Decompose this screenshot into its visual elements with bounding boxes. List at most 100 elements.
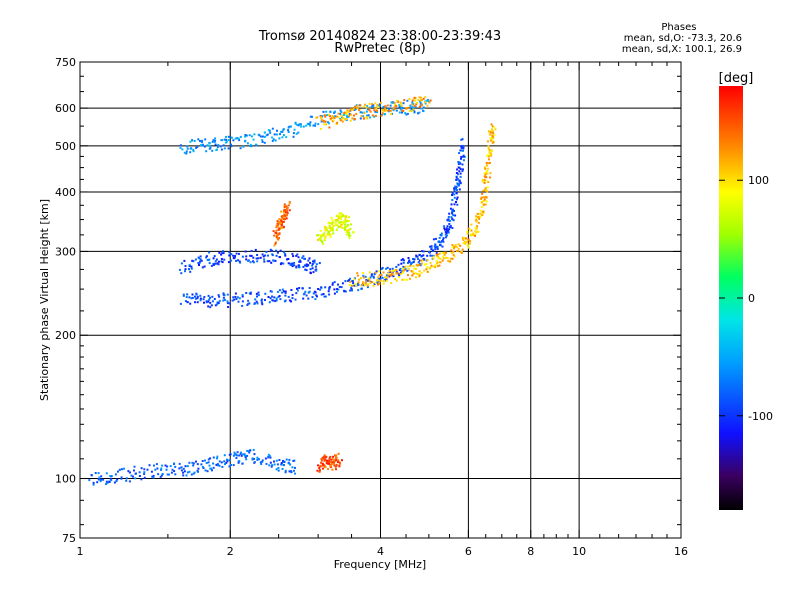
echo-point [354,106,356,109]
echo-point [259,461,262,464]
echo-point [322,467,324,470]
echo-point [381,276,384,279]
echo-point [338,461,341,464]
echo-point [324,286,327,289]
echo-point [450,203,453,206]
echo-point [264,254,267,257]
echo-point [388,270,391,273]
echo-point [345,233,348,236]
echo-point [109,475,112,477]
echo-point [439,241,442,244]
echo-point [241,462,244,465]
echo-point [424,101,427,104]
echo-point [331,116,334,119]
echo-point [434,264,437,267]
echo-point [222,292,225,295]
echo-point [281,291,284,294]
echo-point [339,112,342,115]
echo-point [337,288,340,291]
echo-point [458,161,461,164]
echo-point [209,457,212,460]
echo-point [308,287,311,289]
echo-point [372,275,375,278]
echo-point [209,146,212,149]
echo-point [491,135,494,138]
echo-point [214,262,217,265]
echo-point [474,233,477,236]
echo-point [287,126,290,129]
echo-point [227,139,230,142]
echo-point [488,153,491,156]
echo-point [459,149,462,152]
echo-point [99,480,102,483]
echo-point [474,234,476,237]
echo-point [228,254,231,257]
echo-point [328,227,331,229]
echo-point [407,274,409,277]
echo-point [154,468,157,471]
echo-point [236,296,239,299]
echo-point [270,465,273,468]
echo-point [189,151,192,154]
echo-point [453,247,455,250]
echo-point [123,467,125,470]
echo-point [284,290,287,293]
echo-point [409,104,412,107]
echo-point [188,268,190,271]
echo-point [452,253,455,256]
echo-point [102,478,105,481]
echo-point [296,253,299,256]
echo-point [399,267,402,270]
echo-point [431,254,434,257]
echo-point [327,230,330,233]
echo-point [284,469,287,472]
echo-point [299,123,302,126]
echo-point [453,187,456,190]
echo-point [261,460,264,463]
echo-point [487,147,490,150]
phase-stats-x-mode: mean, sd,X: 100.1, 26.9 [621,44,742,55]
echo-point [280,224,283,227]
echo-point [337,452,340,455]
echo-point [180,262,183,265]
echo-point [467,238,470,241]
echo-point [331,462,334,465]
echo-point [328,122,330,125]
echo-point [303,264,306,267]
echo-point [188,461,191,464]
echo-point [331,219,334,222]
echo-point [308,257,311,260]
y-tick-label: 200 [55,329,76,342]
echo-point [237,300,240,303]
echo-point [302,293,305,296]
echo-point [449,257,452,260]
echo-point [451,227,454,229]
echo-point [300,125,303,128]
echo-point [481,201,483,204]
echo-point [462,236,464,239]
echo-point [299,259,301,262]
echo-point [242,145,245,148]
echo-point [255,257,258,260]
echo-point [309,124,311,127]
echo-point [345,115,348,118]
echo-point [253,461,256,464]
echo-point [385,267,388,270]
echo-point [440,234,443,237]
echo-point [329,222,332,225]
echo-point [482,210,485,213]
echo-point [390,271,393,274]
echo-point [245,258,248,261]
echo-point [333,292,336,295]
echo-point [186,471,189,474]
echo-point [250,145,253,148]
echo-point [418,105,421,108]
echo-point [461,248,464,251]
echo-point [333,117,336,120]
echo-point [362,105,365,108]
echo-point [232,296,235,299]
echo-point [287,295,290,298]
echo-point [218,295,221,298]
echo-point [345,113,348,115]
echo-point [466,230,469,233]
